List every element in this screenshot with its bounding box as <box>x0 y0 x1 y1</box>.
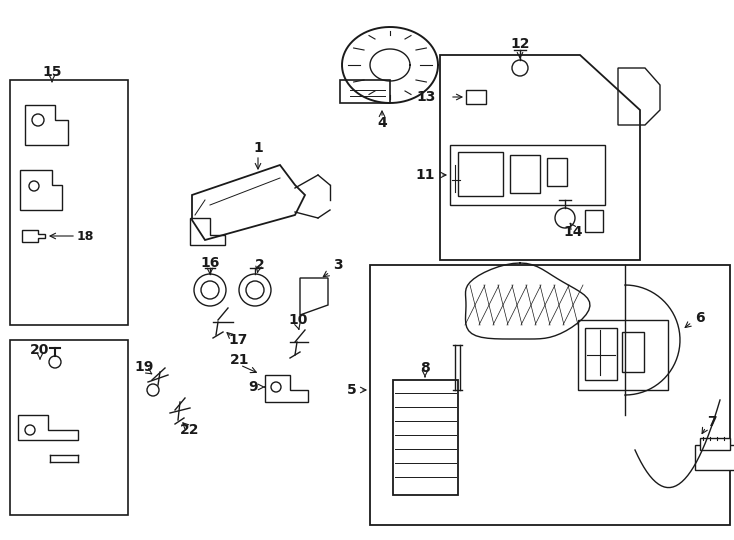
Text: 3: 3 <box>333 258 343 272</box>
Text: 7: 7 <box>707 415 717 429</box>
Bar <box>578 320 668 390</box>
Text: 17: 17 <box>228 333 247 347</box>
Text: 5: 5 <box>347 383 357 397</box>
Text: 19: 19 <box>134 360 153 374</box>
Bar <box>450 145 605 205</box>
Bar <box>10 80 128 325</box>
Text: 12: 12 <box>510 37 530 51</box>
Bar <box>10 340 128 515</box>
Text: 13: 13 <box>417 90 436 104</box>
Text: 22: 22 <box>181 423 200 437</box>
Text: 2: 2 <box>255 258 265 272</box>
Bar <box>695 445 734 470</box>
Text: 11: 11 <box>415 168 435 182</box>
Bar <box>510 155 540 193</box>
Text: 16: 16 <box>200 256 219 270</box>
Bar <box>458 152 503 196</box>
Text: 1: 1 <box>253 141 263 155</box>
Bar <box>622 332 644 372</box>
Bar <box>585 210 603 232</box>
Bar <box>370 265 730 525</box>
Text: 20: 20 <box>30 343 50 357</box>
Text: 10: 10 <box>288 313 308 327</box>
Text: 4: 4 <box>377 116 387 130</box>
Text: 9: 9 <box>248 380 258 394</box>
Bar <box>466 90 486 104</box>
Text: 21: 21 <box>230 353 250 367</box>
Text: 6: 6 <box>695 311 705 325</box>
Text: 15: 15 <box>43 65 62 79</box>
Bar <box>585 328 617 380</box>
Text: 14: 14 <box>563 225 583 239</box>
Text: 8: 8 <box>420 361 430 375</box>
Bar <box>393 380 458 495</box>
Bar <box>547 158 567 186</box>
Bar <box>700 438 730 450</box>
Text: 18: 18 <box>76 230 94 242</box>
